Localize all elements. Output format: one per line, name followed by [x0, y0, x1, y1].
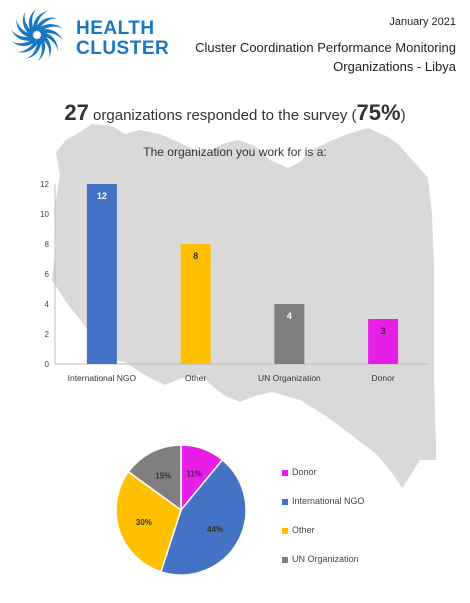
- logo-line-1: HEALTH: [76, 18, 155, 39]
- pie-data-label: 30%: [136, 518, 152, 527]
- pie-data-label: 15%: [155, 471, 171, 480]
- swirl-petal: [39, 29, 64, 41]
- swirl-petal: [37, 36, 46, 62]
- swirl-petal: [28, 8, 37, 34]
- logo-text: HEALTH CLUSTER: [76, 19, 169, 59]
- bar-data-label: 4: [287, 311, 292, 321]
- report-title-line-1: Cluster Coordination Performance Monitor…: [195, 40, 456, 55]
- swirl-petal: [25, 38, 42, 60]
- bar: [180, 244, 211, 364]
- y-tick-label: 8: [45, 240, 50, 249]
- headline-close: ): [400, 107, 406, 124]
- legend-swatch: [282, 498, 288, 505]
- pie-slice: [159, 458, 247, 576]
- headline-text: organizations responded to the survey (: [88, 107, 357, 124]
- legend-label: UN Organization: [292, 554, 359, 564]
- y-tick-label: 0: [45, 360, 50, 369]
- bar-chart-title: The organization you work for is a:: [143, 145, 327, 159]
- legend-swatch: [282, 556, 288, 563]
- legend-swatch: [282, 469, 288, 476]
- pie-slice: [115, 470, 182, 573]
- swirl-petal: [32, 10, 49, 32]
- legend-swatch: [282, 527, 288, 534]
- report-title-line-2: Organizations - Libya: [333, 59, 456, 74]
- libya-map-shape: [52, 124, 436, 488]
- swirl-petal: [37, 24, 63, 32]
- x-tick-label: Other: [185, 373, 206, 383]
- pie-data-label: 11%: [186, 469, 202, 478]
- swirl-petal: [16, 38, 40, 53]
- x-tick-label: International NGO: [68, 373, 137, 383]
- swirl-petal: [11, 38, 37, 46]
- legend-item: Other: [282, 525, 315, 537]
- health-cluster-logo: HEALTH CLUSTER: [6, 4, 169, 64]
- legend-item: UN Organization: [282, 554, 359, 566]
- bar-data-label: 8: [193, 251, 198, 261]
- legend-label: International NGO: [292, 496, 365, 506]
- legend-label: Donor: [292, 467, 317, 477]
- legend-item: Donor: [282, 467, 317, 479]
- y-tick-label: 2: [45, 330, 50, 339]
- headline-count: 27: [64, 100, 89, 125]
- report-title: Cluster Coordination Performance Monitor…: [156, 38, 456, 76]
- bar-data-label: 12: [97, 191, 107, 201]
- headline-percent: 75%: [356, 100, 401, 125]
- swirl-petal: [40, 33, 52, 60]
- swirl-petal: [10, 29, 35, 41]
- y-tick-label: 4: [45, 300, 50, 309]
- swirl-logo-icon: [10, 8, 64, 62]
- x-tick-label: Donor: [372, 373, 395, 383]
- bar: [368, 319, 399, 364]
- bar-data-label: 3: [381, 326, 386, 336]
- report-date: January 2021: [389, 16, 456, 28]
- y-tick-label: 12: [40, 180, 49, 189]
- pie-slice: [127, 444, 182, 512]
- survey-headline: 27 organizations responded to the survey…: [0, 100, 470, 126]
- bar: [274, 304, 305, 364]
- swirl-petal: [34, 17, 58, 32]
- x-tick-label: UN Organization: [258, 373, 321, 383]
- swirl-petal: [22, 10, 34, 37]
- legend-label: Other: [292, 525, 315, 535]
- legend-item: International NGO: [282, 496, 365, 508]
- logo-line-2: CLUSTER: [76, 38, 170, 59]
- y-tick-label: 10: [40, 210, 49, 219]
- pie-data-label: 44%: [207, 525, 223, 534]
- bar: [86, 184, 117, 364]
- y-tick-label: 6: [45, 270, 50, 279]
